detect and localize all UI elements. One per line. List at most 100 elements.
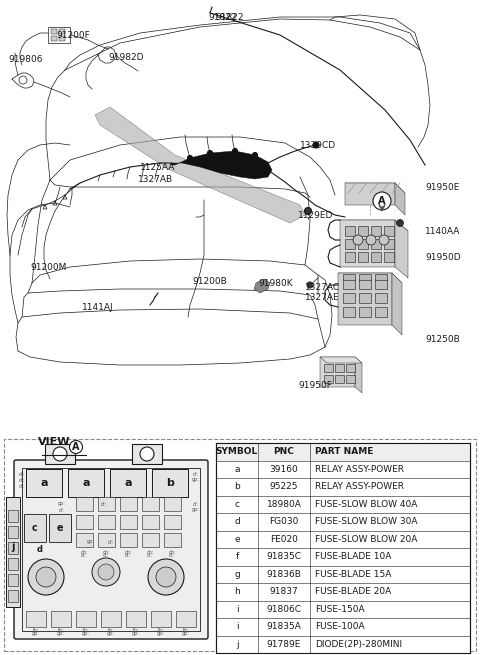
Bar	[343, 307, 355, 317]
Bar	[335, 364, 344, 372]
Bar	[76, 533, 93, 547]
Text: i: i	[236, 622, 238, 631]
Text: th:: th:	[58, 628, 64, 633]
Bar	[0, 0, 480, 437]
Text: 1327AB: 1327AB	[138, 176, 173, 185]
Circle shape	[28, 559, 64, 595]
Text: 91980K: 91980K	[258, 278, 293, 288]
Text: gp:: gp:	[32, 631, 40, 636]
Polygon shape	[395, 183, 405, 215]
Bar	[345, 239, 355, 249]
Bar	[142, 515, 159, 529]
Text: d: d	[234, 517, 240, 526]
Bar	[98, 497, 115, 511]
Text: th:: th:	[132, 628, 139, 633]
Text: RELAY ASSY-POWER: RELAY ASSY-POWER	[315, 465, 404, 474]
Text: FUSE-BLADE 10A: FUSE-BLADE 10A	[315, 552, 391, 561]
Text: A: A	[72, 442, 80, 452]
Bar	[359, 279, 371, 289]
Text: gp:: gp:	[192, 508, 200, 512]
Text: 18980A: 18980A	[266, 500, 301, 509]
Bar	[346, 364, 355, 372]
Circle shape	[232, 149, 238, 153]
Text: 39160: 39160	[270, 465, 299, 474]
Bar	[51, 29, 57, 34]
Bar	[120, 533, 137, 547]
Bar	[51, 611, 71, 627]
Bar	[216, 443, 470, 653]
Text: 91200B: 91200B	[192, 278, 227, 286]
Text: cf:: cf:	[81, 553, 87, 558]
Text: 1327AC: 1327AC	[305, 282, 340, 291]
Text: gp:: gp:	[87, 540, 95, 544]
Bar	[375, 274, 387, 280]
Text: cf:: cf:	[108, 540, 114, 544]
Polygon shape	[395, 220, 408, 278]
Bar	[164, 515, 181, 529]
Bar	[110, 469, 146, 497]
Polygon shape	[320, 357, 362, 363]
Text: h: h	[234, 588, 240, 596]
Bar	[358, 252, 368, 262]
Text: 91836B: 91836B	[266, 570, 301, 579]
Text: 95225: 95225	[270, 482, 298, 491]
Text: ch:: ch:	[168, 550, 176, 555]
Text: gp:: gp:	[58, 502, 66, 506]
Circle shape	[353, 235, 363, 245]
Text: c: c	[32, 523, 38, 533]
Bar	[176, 611, 196, 627]
Bar	[8, 590, 18, 602]
Bar	[120, 515, 137, 529]
Polygon shape	[320, 357, 355, 387]
Bar	[343, 279, 355, 289]
Bar	[8, 526, 18, 538]
Circle shape	[92, 558, 120, 586]
Bar	[359, 293, 371, 303]
Text: 91250B: 91250B	[425, 335, 460, 345]
Bar	[371, 226, 381, 236]
Bar	[142, 533, 159, 547]
Text: FUSE-BLADE 20A: FUSE-BLADE 20A	[315, 588, 391, 596]
Bar	[22, 468, 200, 631]
Text: cf:: cf:	[147, 553, 153, 558]
Text: d: d	[37, 544, 43, 553]
Bar	[345, 226, 355, 236]
Polygon shape	[170, 151, 272, 179]
Text: ch:: ch:	[146, 550, 154, 555]
Text: b: b	[234, 482, 240, 491]
Bar	[375, 293, 387, 303]
Circle shape	[313, 142, 319, 148]
Text: cf:: cf:	[193, 502, 199, 506]
Bar	[384, 252, 394, 262]
Text: ch:: ch:	[102, 550, 110, 555]
Text: a: a	[82, 478, 90, 488]
Text: cf:: cf:	[101, 502, 107, 506]
Circle shape	[156, 567, 176, 587]
Text: PNC: PNC	[274, 447, 294, 457]
Bar	[26, 469, 62, 497]
Bar	[375, 307, 387, 317]
Bar	[24, 514, 46, 542]
Bar	[8, 542, 18, 554]
Text: 91950F: 91950F	[298, 381, 332, 390]
Text: ch:: ch:	[80, 550, 88, 555]
Text: a: a	[234, 465, 240, 474]
Bar	[358, 226, 368, 236]
Bar	[8, 558, 18, 570]
Bar	[345, 252, 355, 262]
Text: FUSE-BLADE 15A: FUSE-BLADE 15A	[315, 570, 391, 579]
Polygon shape	[340, 220, 408, 231]
Bar	[98, 515, 115, 529]
Text: FG030: FG030	[269, 517, 299, 526]
Bar	[343, 274, 355, 280]
Circle shape	[366, 235, 376, 245]
Polygon shape	[345, 183, 405, 193]
Text: e: e	[234, 534, 240, 544]
Bar	[371, 239, 381, 249]
Text: b: b	[166, 478, 174, 488]
Circle shape	[207, 151, 213, 155]
Bar	[359, 274, 371, 280]
Text: 91806C: 91806C	[266, 605, 301, 614]
Bar	[8, 574, 18, 586]
Text: cf:: cf:	[59, 508, 65, 512]
